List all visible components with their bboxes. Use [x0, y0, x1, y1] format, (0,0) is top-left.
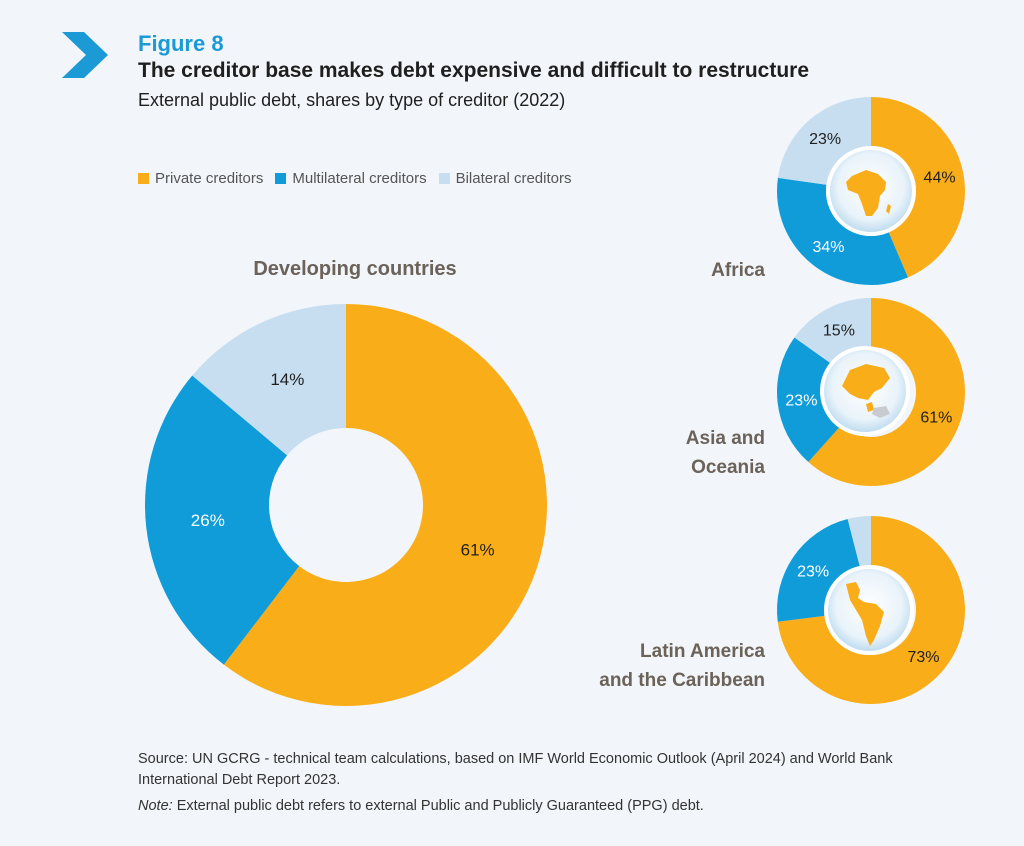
- legend: Private creditors Multilateral creditors…: [138, 170, 583, 187]
- note: Note: External public debt refers to ext…: [138, 798, 958, 814]
- figure-title: The creditor base makes debt expensive a…: [138, 59, 810, 82]
- donut-slice-latam-multilateral: [777, 518, 860, 622]
- note-label: Note:: [138, 798, 173, 814]
- region-label-africa-text: Africa: [711, 260, 765, 281]
- donut-slice-developing-multilateral: [144, 375, 300, 665]
- data-label-latam-multilateral: 23%: [797, 563, 829, 580]
- data-label-developing-private: 61%: [461, 541, 495, 560]
- data-label-africa-multilateral: 34%: [812, 239, 844, 256]
- donut-slice-africa-multilateral: [776, 177, 908, 285]
- data-label-latam-private: 73%: [907, 649, 939, 666]
- donut-slice-africa-private: [871, 97, 965, 278]
- globe-latam-icon: [824, 565, 914, 655]
- donut-slice-latam-bilateral: [847, 516, 871, 567]
- data-label-developing-multilateral: 26%: [191, 511, 225, 530]
- data-label-developing-bilateral: 14%: [270, 370, 304, 389]
- region-label-latam-line2: and the Caribbean: [599, 670, 765, 691]
- donut-slice-latam-private: [777, 516, 965, 704]
- region-label-asia-line2: Oceania: [691, 457, 765, 478]
- legend-label-bilateral: Bilateral creditors: [455, 170, 572, 187]
- chevron-right-icon: [62, 32, 108, 78]
- legend-item-multilateral: Multilateral creditors: [275, 170, 427, 187]
- data-label-asia-private: 61%: [920, 410, 952, 427]
- donut-slice-asia-private: [808, 298, 965, 486]
- data-label-asia-multilateral: 23%: [785, 392, 817, 409]
- legend-swatch-multilateral: [275, 173, 287, 184]
- legend-label-multilateral: Multilateral creditors: [292, 170, 427, 187]
- legend-item-bilateral: Bilateral creditors: [438, 170, 572, 187]
- data-label-asia-bilateral: 15%: [823, 322, 855, 339]
- source-text: Source: UN GCRG - technical team calcula…: [138, 751, 893, 788]
- region-label-asia-line1: Asia and: [685, 428, 765, 449]
- region-label-asia: Asia and Oceania: [560, 424, 765, 482]
- chart-title-developing: Developing countries: [253, 258, 457, 280]
- data-label-africa-bilateral: 23%: [809, 131, 841, 148]
- globe-asia-icon: [820, 346, 910, 436]
- region-label-latam-line1: Latin America: [640, 641, 765, 662]
- data-label-africa-private: 44%: [924, 170, 956, 187]
- globe-africa-icon: [826, 146, 916, 236]
- region-label-africa: Africa: [560, 256, 765, 285]
- legend-label-private: Private creditors: [155, 170, 264, 187]
- legend-swatch-private: [138, 173, 149, 184]
- region-label-latam: Latin America and the Caribbean: [520, 637, 765, 695]
- legend-swatch-bilateral: [438, 173, 450, 184]
- legend-item-private: Private creditors: [138, 170, 263, 187]
- donut-slice-africa-bilateral: [777, 97, 871, 185]
- figure-subtitle: External public debt, shares by type of …: [138, 90, 566, 110]
- donut-slice-asia-multilateral: [777, 337, 841, 463]
- donut-slice-developing-private: [223, 304, 547, 707]
- note-text: External public debt refers to external …: [172, 798, 704, 814]
- figure-label: Figure 8: [138, 31, 224, 56]
- donut-slice-developing-bilateral: [192, 304, 346, 456]
